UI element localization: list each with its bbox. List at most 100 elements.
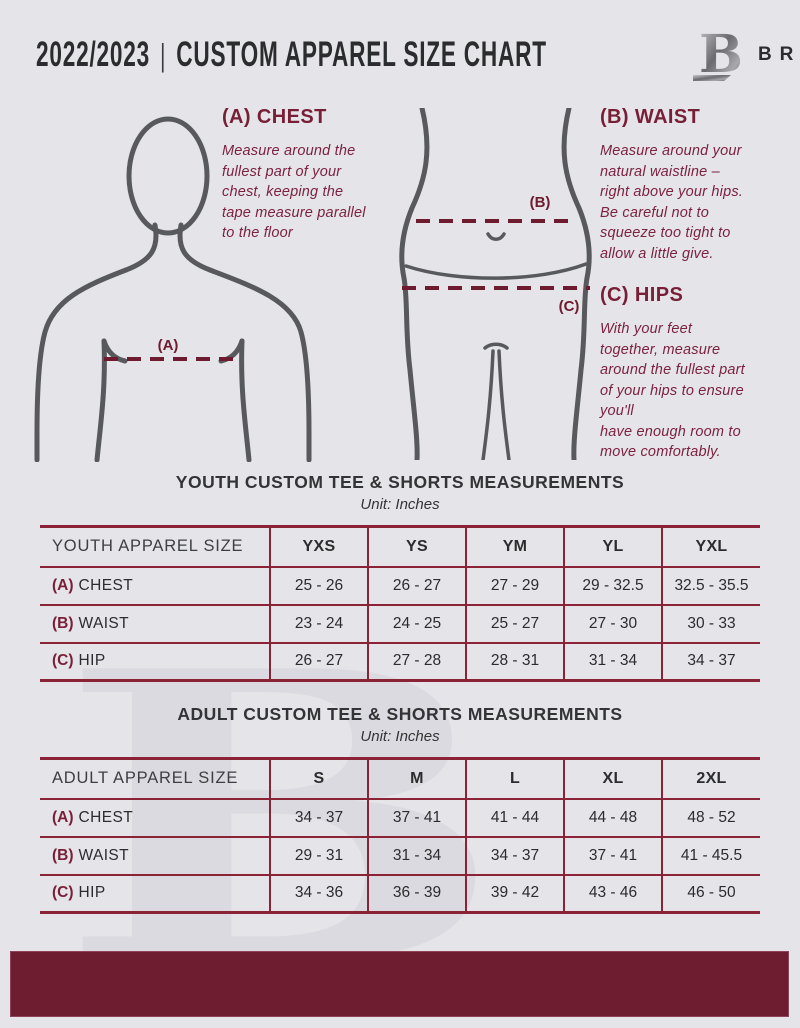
title-text: CUSTOM APPAREL SIZE CHART [176, 34, 547, 74]
measure-cell: 26 - 27 [269, 642, 368, 681]
hips-instruction-text: With your feet together, measure around … [600, 321, 745, 461]
monogram-letter: B [699, 26, 743, 84]
youth-section-title: YOUTH CUSTOM TEE & SHORTS MEASUREMENTS [175, 472, 625, 492]
youth-unit-label: Unit: Inches [360, 496, 440, 513]
youth-header-row: YOUTH APPAREL SIZE YXS YS YM YL YXL [40, 526, 760, 567]
measure-cell: 34 - 37 [269, 798, 368, 837]
youth-waist-row: (B) WAIST 23 - 24 24 - 25 25 - 27 27 - 30… [40, 604, 760, 643]
measure-cell: 43 - 46 [563, 874, 662, 913]
size-header-m: M [367, 758, 466, 799]
row-name: WAIST [78, 614, 130, 632]
measure-cell: 48 - 52 [661, 798, 760, 837]
measure-cell: 23 - 24 [269, 604, 368, 643]
size-header-yxl: YXL [661, 526, 760, 567]
row-label: (A) CHEST [40, 567, 270, 605]
size-header-ym: YM [465, 526, 564, 567]
adult-section-title: ADULT CUSTOM TEE & SHORTS MEASUREMENTS [177, 704, 623, 724]
measure-cell: 44 - 48 [563, 798, 662, 837]
measure-cell: 46 - 50 [661, 874, 760, 913]
size-header-xl: XL [563, 758, 662, 799]
row-label: (B) WAIST [40, 837, 270, 875]
measure-cell: 34 - 36 [269, 874, 368, 913]
measure-cell: 25 - 27 [465, 604, 564, 643]
hip-measure-label: (C) [559, 298, 580, 315]
row-name: HIP [78, 652, 106, 670]
youth-size-column-header: YOUTH APPAREL SIZE [52, 537, 244, 556]
measure-cell: 37 - 41 [563, 836, 662, 875]
brand-logo: B BREAKAWAY [691, 26, 800, 84]
monogram-underline [692, 75, 731, 81]
size-header-ys: YS [367, 526, 466, 567]
row-prefix: (B) [52, 614, 74, 632]
lower-body-diagram: (B) (C) [399, 108, 592, 460]
head-outline [126, 116, 210, 236]
page-title: 2022/2023 | CUSTOM APPAREL SIZE CHART [36, 35, 547, 75]
measure-cell: 39 - 42 [465, 874, 564, 913]
measure-cell: 34 - 37 [661, 642, 760, 681]
size-header-yl: YL [563, 526, 662, 567]
measure-cell: 26 - 27 [367, 566, 466, 605]
measure-cell: 24 - 25 [367, 604, 466, 643]
youth-hip-row: (C) HIP 26 - 27 27 - 28 28 - 31 31 - 34 3… [40, 642, 760, 681]
adult-size-table: ADULT APPAREL SIZE S M L XL 2XL (A) CHEST… [40, 757, 760, 914]
measure-cell: 27 - 28 [367, 642, 466, 681]
measure-cell: 37 - 41 [367, 798, 466, 837]
hips-outline [399, 108, 592, 460]
measure-cell: 30 - 33 [661, 604, 760, 643]
row-prefix: (C) [52, 652, 74, 670]
row-prefix: (A) [52, 808, 74, 826]
brand-name: BREAKAWAY [757, 44, 800, 65]
adult-waist-row: (B) WAIST 29 - 31 31 - 34 34 - 37 37 - 41… [40, 836, 760, 875]
size-header-2xl: 2XL [661, 758, 760, 799]
upper-body-diagram: (A) [34, 116, 312, 462]
row-name: CHEST [78, 576, 134, 594]
chest-instruction-text: Measure around the fullest part of your … [222, 143, 366, 242]
row-prefix: (C) [52, 884, 74, 902]
measure-cell: 34 - 37 [465, 836, 564, 875]
size-header-l: L [465, 758, 564, 799]
measure-cell: 41 - 45.5 [661, 836, 760, 875]
breakaway-monogram-icon: B [692, 26, 743, 84]
row-prefix: (A) [52, 576, 74, 594]
hips-instruction: (C) HIPS With your feet together, measur… [600, 284, 795, 463]
measure-cell: 27 - 30 [563, 604, 662, 643]
footer-bar [10, 951, 789, 1017]
chest-measure-label: (A) [158, 337, 179, 354]
title-divider: | [160, 36, 167, 73]
waist-instruction-text: Measure around your natural waistline – … [600, 143, 744, 262]
youth-size-table: YOUTH APPAREL SIZE YXS YS YM YL YXL (A) C… [40, 525, 760, 682]
season-label: 2022/2023 [36, 34, 150, 74]
row-name: HIP [78, 884, 106, 902]
page-header: 2022/2023 | CUSTOM APPAREL SIZE CHART B … [36, 26, 800, 84]
measure-cell: 32.5 - 35.5 [661, 566, 760, 605]
measure-cell: 31 - 34 [563, 642, 662, 681]
row-label: (C) HIP [40, 643, 270, 681]
measure-cell: 25 - 26 [269, 566, 368, 605]
measure-cell: 29 - 32.5 [563, 566, 662, 605]
adult-size-column-header: ADULT APPAREL SIZE [52, 769, 239, 788]
row-name: CHEST [78, 808, 134, 826]
row-prefix: (B) [52, 846, 74, 864]
row-label: (B) WAIST [40, 605, 270, 643]
chest-instruction: (A) CHEST Measure around the fullest par… [222, 106, 407, 244]
hips-instruction-heading: (C) HIPS [600, 284, 684, 306]
row-label: (C) HIP [40, 875, 270, 913]
waist-instruction: (B) WAIST Measure around your natural wa… [600, 106, 795, 264]
adult-unit-label: Unit: Inches [360, 728, 440, 745]
measure-cell: 36 - 39 [367, 874, 466, 913]
youth-chest-row: (A) CHEST 25 - 26 26 - 27 27 - 29 29 - 32… [40, 566, 760, 605]
torso-outline [34, 222, 312, 462]
measure-cell: 31 - 34 [367, 836, 466, 875]
adult-chest-row: (A) CHEST 34 - 37 37 - 41 41 - 44 44 - 48… [40, 798, 760, 837]
waist-measure-label: (B) [530, 194, 551, 211]
size-header-s: S [269, 758, 368, 799]
adult-hip-row: (C) HIP 34 - 36 36 - 39 39 - 42 43 - 46 4… [40, 874, 760, 913]
measure-cell: 29 - 31 [269, 836, 368, 875]
measure-cell: 41 - 44 [465, 798, 564, 837]
adult-header-row: ADULT APPAREL SIZE S M L XL 2XL [40, 758, 760, 799]
size-header-yxs: YXS [269, 526, 368, 567]
chest-instruction-heading: (A) CHEST [222, 106, 327, 128]
row-label: (A) CHEST [40, 799, 270, 837]
waist-instruction-heading: (B) WAIST [600, 106, 701, 128]
